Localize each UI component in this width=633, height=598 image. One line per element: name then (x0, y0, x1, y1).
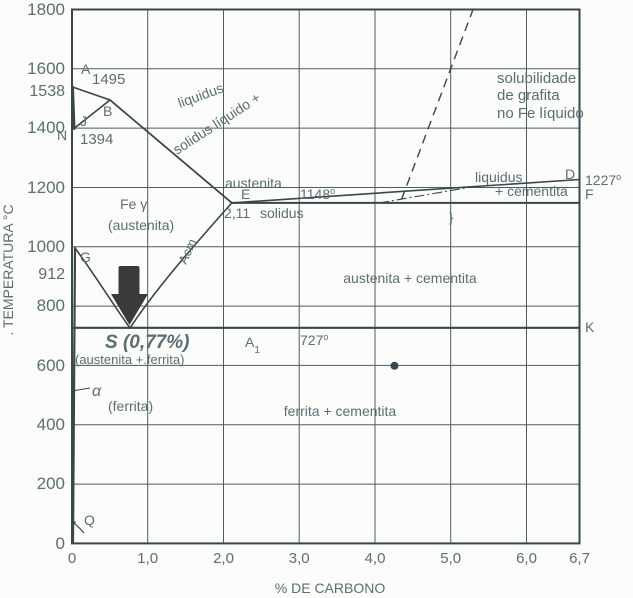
svg-text:400: 400 (37, 415, 65, 434)
svg-text:solubilidade: solubilidade (497, 70, 576, 87)
svg-text:Q: Q (84, 512, 95, 528)
svg-text:A1: A1 (245, 334, 260, 356)
svg-text:1538: 1538 (29, 83, 65, 100)
svg-text:N: N (57, 127, 67, 143)
svg-text:1495: 1495 (92, 71, 125, 88)
svg-text:J: J (80, 113, 87, 129)
svg-text:600: 600 (37, 356, 65, 375)
svg-text:austenita + cementita: austenita + cementita (343, 270, 477, 286)
svg-text:0: 0 (56, 534, 65, 553)
svg-text:A: A (81, 61, 91, 77)
svg-text:(austenita): (austenita) (108, 217, 174, 233)
svg-text:2,11: 2,11 (224, 205, 250, 221)
svg-text:α: α (92, 383, 102, 400)
svg-text:1394: 1394 (80, 131, 113, 148)
svg-text:K: K (585, 319, 595, 335)
svg-text:D: D (565, 166, 575, 182)
svg-text:6,7: 6,7 (569, 550, 590, 567)
svg-text:(ferrita): (ferrita) (108, 398, 153, 414)
svg-text:1200: 1200 (27, 178, 65, 197)
svg-text:2,0: 2,0 (213, 550, 234, 567)
svg-text:liquidus: liquidus (176, 80, 226, 111)
svg-text:+ cementita: + cementita (495, 183, 568, 199)
svg-text:Acm: Acm (175, 236, 200, 266)
svg-text:727o: 727o (300, 332, 328, 348)
svg-text:G: G (80, 249, 91, 265)
svg-text:4,0: 4,0 (365, 550, 386, 567)
svg-text:. TEMPERATURA °C: . TEMPERATURA °C (0, 204, 16, 335)
svg-text:B: B (103, 103, 112, 119)
svg-text:S (0,77%): S (0,77%) (105, 332, 189, 353)
svg-text:ferrita + cementita: ferrita + cementita (284, 403, 397, 419)
svg-text:5,0: 5,0 (440, 550, 461, 567)
svg-text:Fe γ: Fe γ (120, 196, 147, 212)
svg-text:de grafita: de grafita (497, 87, 560, 104)
svg-text:800: 800 (37, 296, 65, 315)
svg-text:solidus: solidus (260, 205, 304, 221)
svg-text:1600: 1600 (27, 59, 65, 78)
svg-text:no Fe líquido: no Fe líquido (497, 105, 584, 122)
svg-text:6,0: 6,0 (516, 550, 537, 567)
svg-text:1800: 1800 (27, 0, 65, 19)
svg-text:1000: 1000 (27, 237, 65, 256)
svg-text:0: 0 (68, 550, 76, 567)
svg-text:F: F (585, 186, 594, 202)
svg-text:austenita: austenita (225, 175, 282, 191)
svg-text:3,0: 3,0 (289, 550, 310, 567)
svg-text:1,0: 1,0 (137, 550, 158, 567)
svg-text:200: 200 (37, 474, 65, 493)
svg-text:912: 912 (38, 266, 65, 283)
svg-text:}: } (449, 210, 454, 225)
svg-text:(austenita +.ferrita): (austenita +.ferrita) (75, 352, 184, 367)
svg-text:% DE CARBONO: % DE CARBONO (275, 580, 386, 596)
svg-text:1148o: 1148o (300, 186, 335, 202)
